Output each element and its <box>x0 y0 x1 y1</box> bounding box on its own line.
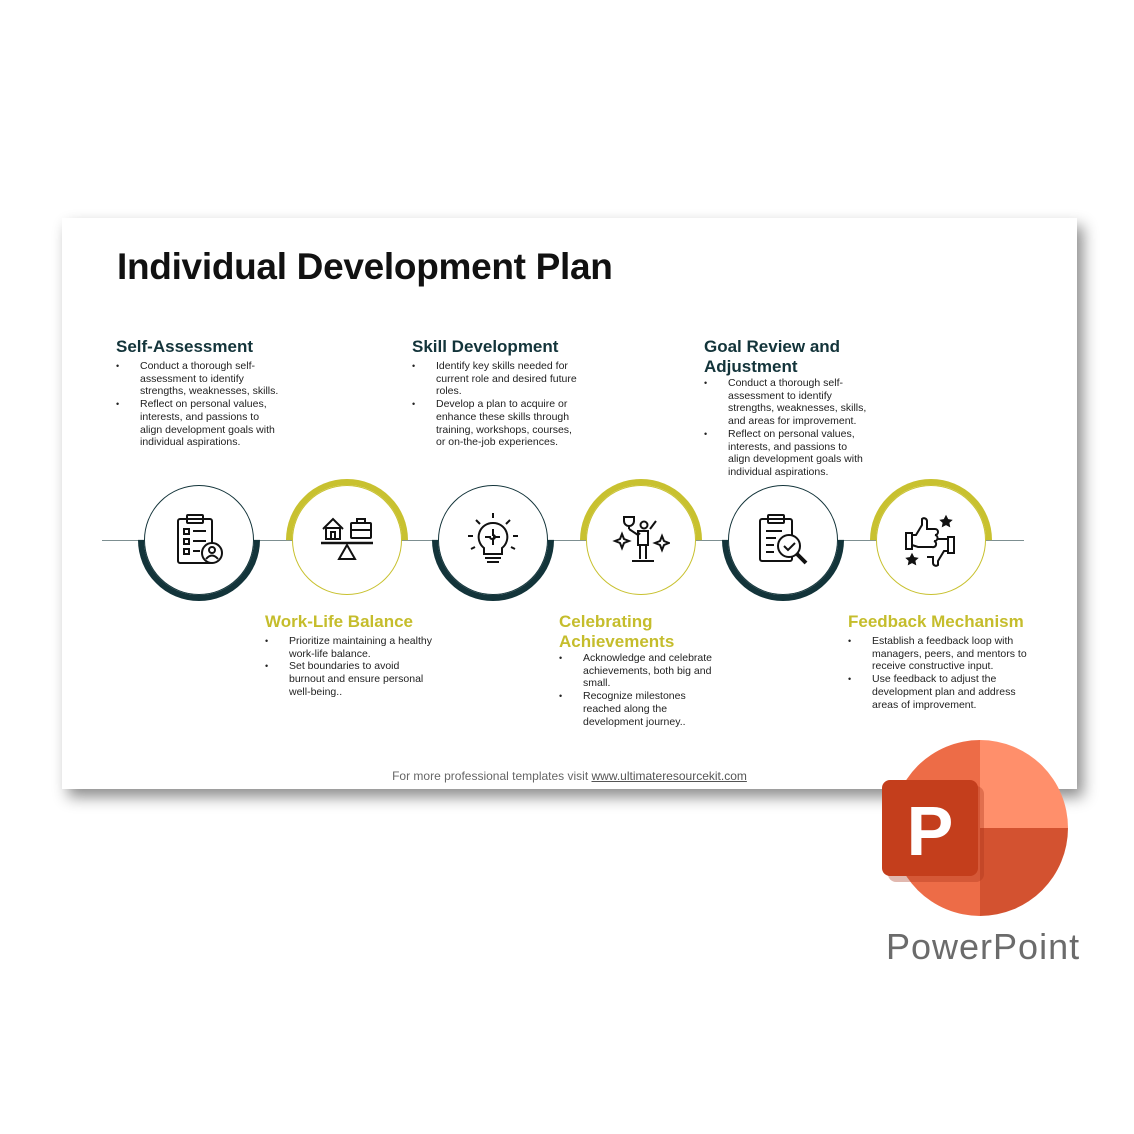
bullet-item: Acknowledge and celebrate achievements, … <box>559 652 724 690</box>
logo-letter: P <box>907 792 954 870</box>
bullet-list: Acknowledge and celebrate achievements, … <box>559 652 724 728</box>
thumbs-up-down-icon <box>905 514 955 567</box>
section-skill-development: Skill Development Identify key skills ne… <box>412 337 582 449</box>
bullet-item: Establish a feedback loop with managers,… <box>848 635 1028 673</box>
timeline-circle <box>876 485 986 595</box>
section-celebrating-achievements: Celebrating Achievements Acknowledge and… <box>559 612 724 728</box>
section-heading: Feedback Mechanism <box>848 612 1024 631</box>
section-heading: Work-Life Balance <box>265 612 414 631</box>
home-briefcase-balance-icon <box>321 517 373 560</box>
bullet-list: Conduct a thorough self-assessment to id… <box>116 360 281 449</box>
slide-title: Individual Development Plan <box>117 246 613 287</box>
bullet-item: Develop a plan to acquire or enhance the… <box>412 398 582 449</box>
footer-link[interactable]: www.ultimateresourcekit.com <box>591 769 747 783</box>
bullet-list: Establish a feedback loop with managers,… <box>848 635 1028 711</box>
powerpoint-logo-icon: P <box>880 740 1070 920</box>
section-goal-review: Goal Review and Adjustment Conduct a tho… <box>704 337 869 479</box>
bullet-item: Conduct a thorough self-assessment to id… <box>116 360 281 398</box>
app-name-label: PowerPoint <box>886 926 1081 967</box>
bullet-item: Conduct a thorough self-assessment to id… <box>704 377 869 428</box>
section-heading: Goal Review and Adjustment <box>704 337 841 376</box>
section-feedback-mechanism: Feedback Mechanism Establish a feedback … <box>848 612 1028 711</box>
footer: For more professional templates visit ww… <box>62 769 1077 783</box>
checklist-user-icon <box>177 514 223 564</box>
bullet-list: Conduct a thorough self-assessment to id… <box>704 377 869 479</box>
timeline-circle <box>586 485 696 595</box>
section-self-assessment: Self-Assessment Conduct a thorough self-… <box>116 337 281 449</box>
timeline-circle <box>438 485 548 595</box>
timeline-circle <box>728 485 838 595</box>
section-heading: Self-Assessment <box>116 337 254 356</box>
bullet-item: Set boundaries to avoid burnout and ensu… <box>265 660 435 698</box>
footer-text: For more professional templates visit <box>392 769 592 783</box>
timeline-line <box>102 540 1024 541</box>
section-heading: Skill Development <box>412 337 559 356</box>
bullet-list: Prioritize maintaining a healthy work-li… <box>265 635 435 699</box>
slide: Individual Development Plan Self-Assessm… <box>62 218 1077 789</box>
bullet-item: Reflect on personal values, interests, a… <box>704 428 869 479</box>
timeline-circle <box>292 485 402 595</box>
section-work-life-balance: Work-Life Balance Prioritize maintaining… <box>265 612 435 699</box>
bullet-list: Identify key skills needed for current r… <box>412 360 582 449</box>
bullet-item: Identify key skills needed for current r… <box>412 360 582 398</box>
trophy-person-icon <box>612 516 670 562</box>
section-heading: Celebrating Achievements <box>559 612 675 651</box>
bullet-item: Recognize milestones reached along the d… <box>559 690 724 728</box>
lightbulb-puzzle-icon <box>468 513 518 563</box>
timeline-circle <box>144 485 254 595</box>
bullet-item: Reflect on personal values, interests, a… <box>116 398 281 449</box>
clipboard-magnifier-icon <box>759 514 808 565</box>
bullet-item: Prioritize maintaining a healthy work-li… <box>265 635 435 660</box>
bullet-item: Use feedback to adjust the development p… <box>848 673 1028 711</box>
